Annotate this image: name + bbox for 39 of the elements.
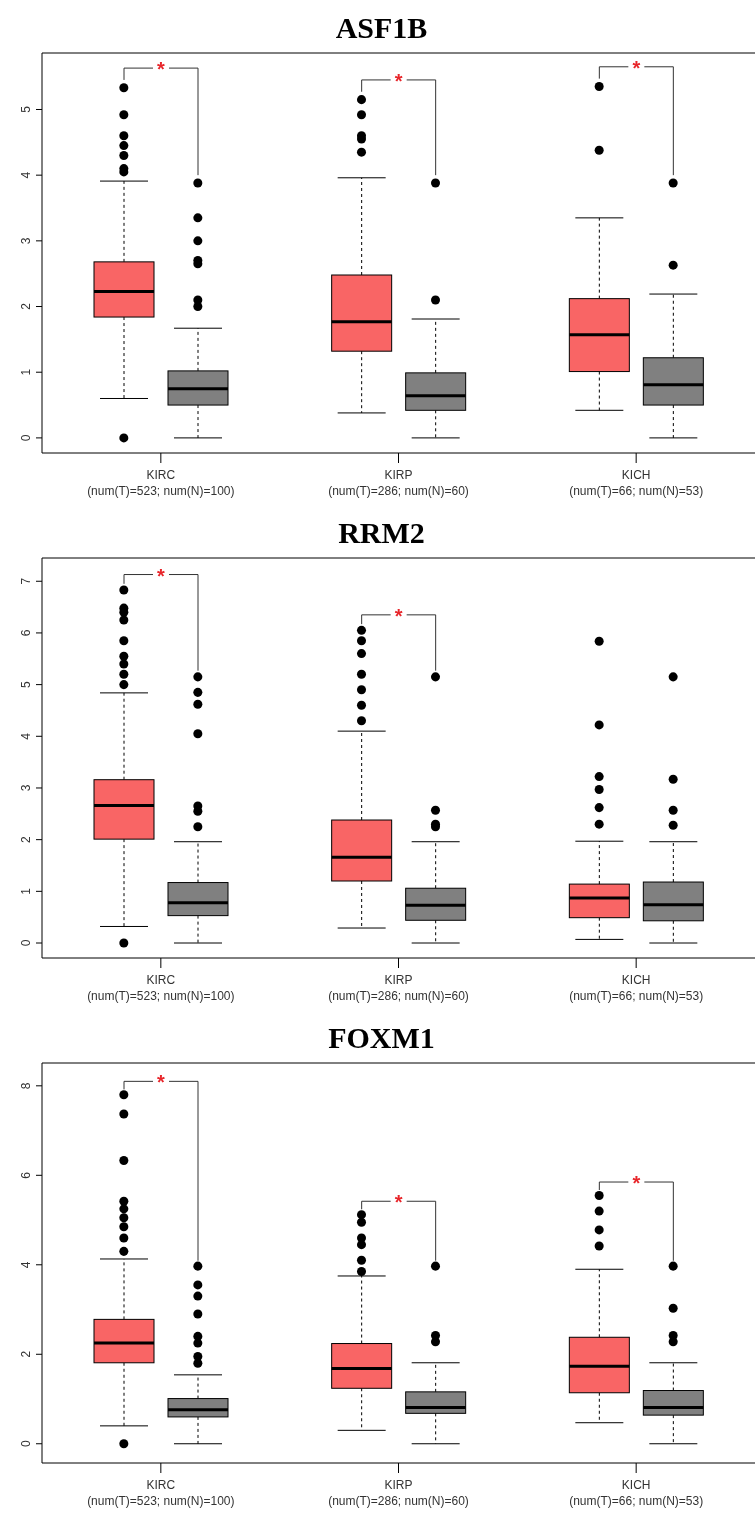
y-tick-label: 2 [19, 302, 33, 310]
x-tick-label: KIRP (num(T)=286; num(N)=60) [328, 1478, 469, 1508]
annotation: * [394, 1191, 403, 1214]
y-tick-label: 3 [19, 784, 33, 792]
y-tick-label: 6 [19, 629, 33, 637]
y-tick-label: 1 [19, 368, 33, 376]
y-tick-label: 7 [19, 577, 33, 585]
y-tick-label: 6 [19, 1171, 33, 1179]
annotation: * [157, 564, 166, 587]
y-tick-label: 0 [19, 939, 33, 947]
x-tick-label: KIRP (num(T)=286; num(N)=60) [328, 468, 469, 498]
y-tick-label: 5 [19, 680, 33, 688]
y-tick-label: 1 [19, 887, 33, 895]
y-tick-label: 2 [19, 836, 33, 843]
y-tick-label: 8 [19, 1082, 33, 1090]
x-tick-label: KIRP (num(T)=286; num(N)=60) [328, 973, 469, 1003]
y-tick-label: 4 [19, 1261, 33, 1269]
annotation: * [632, 1172, 641, 1195]
x-tick-label: KIRC (num(T)=523; num(N)=100) [87, 1478, 235, 1508]
y-tick-label: 0 [19, 434, 33, 442]
chart-title: RRM2 [337, 515, 426, 551]
chart-title: FOXM1 [327, 1020, 436, 1056]
chart-title: ASF1B [334, 10, 429, 46]
y-tick-label: 5 [19, 105, 33, 113]
x-tick-label: KICH (num(T)=66; num(N)=53) [569, 973, 704, 1003]
annotation: * [394, 604, 403, 627]
annotation: * [157, 1071, 166, 1094]
y-tick-label: 4 [19, 732, 33, 740]
annotation: * [632, 56, 641, 79]
annotation: * [394, 69, 403, 92]
y-tick-label: 3 [19, 237, 33, 245]
y-tick-label: 4 [19, 171, 33, 179]
x-tick-label: KICH (num(T)=66; num(N)=53) [569, 1478, 704, 1508]
y-tick-label: 2 [19, 1350, 33, 1358]
annotation: * [157, 58, 166, 81]
x-tick-label: KICH (num(T)=66; num(N)=53) [569, 468, 704, 498]
x-tick-label: KIRC (num(T)=523; num(N)=100) [87, 973, 235, 1003]
y-tick-label: 0 [19, 1440, 33, 1448]
x-tick-label: KIRC (num(T)=523; num(N)=100) [87, 468, 235, 498]
